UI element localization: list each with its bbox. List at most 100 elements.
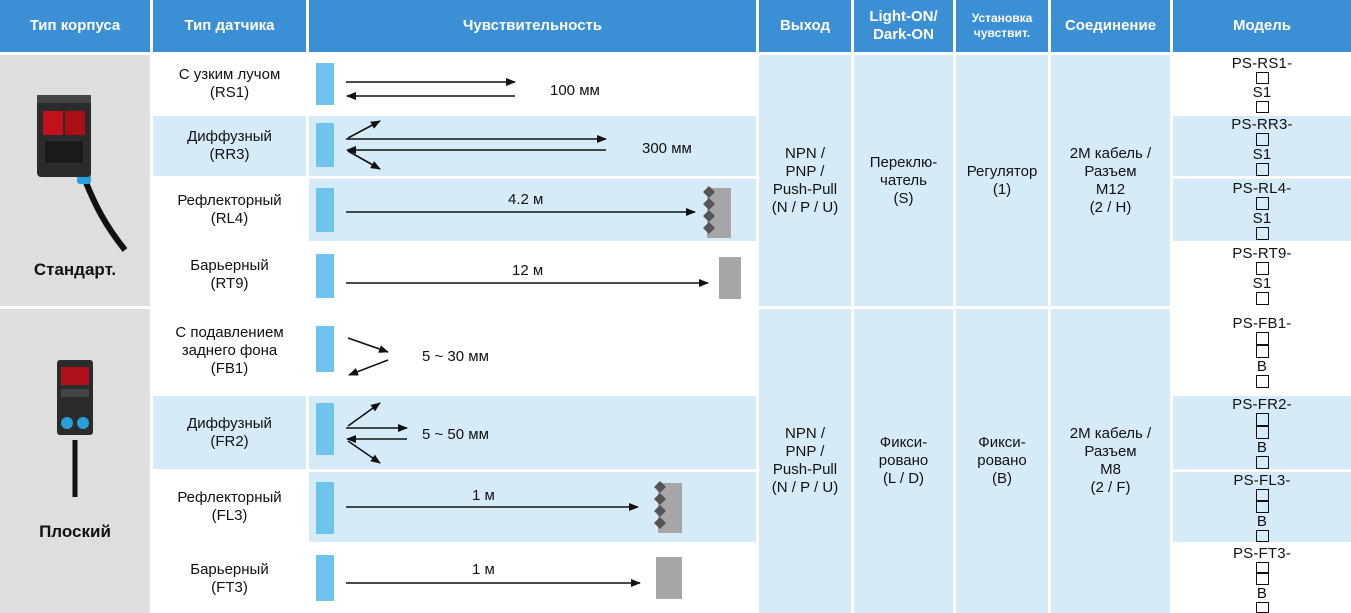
header-sensitivity-label: Чувствительность xyxy=(462,17,603,34)
range-fb1: 5 ~ 30 мм xyxy=(422,348,489,365)
range-fl3: 1 м xyxy=(472,487,495,504)
housing-standard-label: Стандарт. xyxy=(33,260,117,279)
connection-line: 2M кабель / xyxy=(1069,144,1152,162)
model-placeholder-box xyxy=(1255,227,1269,240)
sensor-name: Рефлекторный xyxy=(177,192,282,209)
model-rl4: PS-RL4- S1 xyxy=(1173,179,1351,241)
beam-fb1-out xyxy=(347,337,389,353)
model-placeholder-box xyxy=(1255,344,1269,358)
range-rl4: 4.2 м xyxy=(508,191,544,208)
model-prefix: PS-RR3- xyxy=(1231,116,1293,133)
output-line: (N / P / U) xyxy=(771,479,839,496)
header-light-dark-line2: Dark-ON xyxy=(873,26,934,43)
sens-setting-line: Фикси- xyxy=(978,434,1026,451)
light-dark-line: Фикси- xyxy=(879,434,928,451)
output-line: PNP / xyxy=(785,162,825,180)
sens-setting-flat: Фикси- ровано (B) xyxy=(956,309,1048,613)
emitter-rt9 xyxy=(316,254,334,298)
output-line: Push-Pull xyxy=(772,180,838,198)
model-placeholder-box xyxy=(1255,197,1269,210)
header-housing-label: Тип корпуса xyxy=(29,17,121,34)
emitter-ft3 xyxy=(316,555,334,601)
model-placeholder-box xyxy=(1255,101,1269,113)
connection-line: M12 xyxy=(1095,180,1126,198)
model-prefix: PS-RS1- xyxy=(1231,55,1293,72)
sens-setting-line: (B) xyxy=(992,470,1012,487)
reflector-rl4-diamonds xyxy=(703,186,715,234)
sensitivity-rr3-cell xyxy=(309,116,756,176)
model-mid: B xyxy=(1256,513,1268,530)
header-housing: Тип корпуса xyxy=(0,0,150,52)
reflector-fl3-diamonds xyxy=(654,481,666,529)
beam-rr3-diffuse-down xyxy=(347,150,381,170)
model-mid: S1 xyxy=(1252,275,1272,292)
output-line: NPN / xyxy=(784,425,825,442)
model-placeholder-box xyxy=(1255,413,1269,426)
model-prefix: PS-FT3- xyxy=(1232,545,1292,562)
connection-line: Разъем xyxy=(1084,162,1137,180)
model-mid: B xyxy=(1256,584,1268,602)
output-line: PNP / xyxy=(785,443,825,460)
sensor-code: (RL4) xyxy=(210,210,249,227)
flat-sensor-image xyxy=(57,360,93,497)
model-mid: S1 xyxy=(1252,84,1272,101)
header-model: Модель xyxy=(1173,0,1351,52)
beam-fb1-back xyxy=(348,359,389,376)
model-placeholder-box xyxy=(1255,501,1269,513)
output-line: NPN / xyxy=(784,144,825,162)
range-rr3: 300 мм xyxy=(642,140,692,157)
model-placeholder-box xyxy=(1255,456,1269,469)
sensor-name: С подавлением xyxy=(175,324,284,341)
model-placeholder-box xyxy=(1255,133,1269,146)
sensitivity-rs1-cell xyxy=(309,55,756,113)
range-rt9: 12 м xyxy=(512,262,544,279)
model-prefix: PS-RT9- xyxy=(1232,245,1292,262)
model-ft3: PS-FT3- B xyxy=(1173,545,1351,613)
sensitivity-fr2-cell xyxy=(309,396,756,469)
sensor-code: (RR3) xyxy=(209,146,250,163)
sensor-type-rs1: С узким лучом (RS1) xyxy=(153,55,306,113)
header-sens-setting: Установка чувствит. xyxy=(956,0,1048,52)
model-placeholder-box xyxy=(1255,573,1269,585)
header-sensor-label: Тип датчика xyxy=(184,17,275,34)
beam-fr2-diffuse-down xyxy=(347,440,381,464)
sens-setting-standard: Регулятор (1) xyxy=(956,55,1048,306)
model-rs1: PS-RS1- S1 xyxy=(1173,55,1351,113)
model-mid: S1 xyxy=(1252,146,1272,163)
model-mid: B xyxy=(1256,439,1268,456)
model-placeholder-box xyxy=(1255,331,1269,345)
sensor-type-ft3: Барьерный (FT3) xyxy=(153,545,306,613)
output-standard: NPN / PNP / Push-Pull (N / P / U) xyxy=(759,55,851,306)
model-mid: S1 xyxy=(1252,210,1272,227)
sensor-name: Диффузный xyxy=(187,128,272,145)
header-sens-setting-line1: Установка xyxy=(971,11,1033,25)
sensor-type-rt9: Барьерный (RT9) xyxy=(153,244,306,306)
emitter-rr3 xyxy=(316,123,334,167)
range-fr2: 5 ~ 50 мм xyxy=(422,426,489,443)
light-dark-line: (S) xyxy=(893,189,914,207)
model-placeholder-box xyxy=(1255,374,1269,388)
sensor-code: (FR2) xyxy=(210,432,249,450)
header-sens-setting-line2: чувствит. xyxy=(973,26,1031,40)
model-placeholder-box xyxy=(1255,163,1269,176)
model-rt9: PS-RT9- S1 xyxy=(1173,244,1351,306)
sensor-code: (RS1) xyxy=(209,84,250,101)
model-rr3: PS-RR3- S1 xyxy=(1173,116,1351,176)
model-placeholder-box xyxy=(1255,262,1269,275)
range-rs1: 100 мм xyxy=(550,82,600,99)
header-connection: Соединение xyxy=(1051,0,1170,52)
connection-line: M8 xyxy=(1100,461,1121,478)
sensitivity-rt9-cell xyxy=(309,244,756,306)
sensor-name-2: заднего фона xyxy=(181,342,278,359)
emitter-rs1 xyxy=(316,63,334,105)
beam-rr3-diffuse-up xyxy=(347,120,381,139)
model-prefix: PS-FB1- xyxy=(1232,314,1292,332)
connection-line: (2 / F) xyxy=(1090,479,1131,496)
receiver-ft3 xyxy=(656,557,682,599)
emitter-fb1 xyxy=(316,326,334,372)
sensor-name: Рефлекторный xyxy=(177,489,282,506)
output-line: (N / P / U) xyxy=(771,198,839,216)
header-output: Выход xyxy=(759,0,851,52)
sensor-code: (FT3) xyxy=(211,579,248,596)
